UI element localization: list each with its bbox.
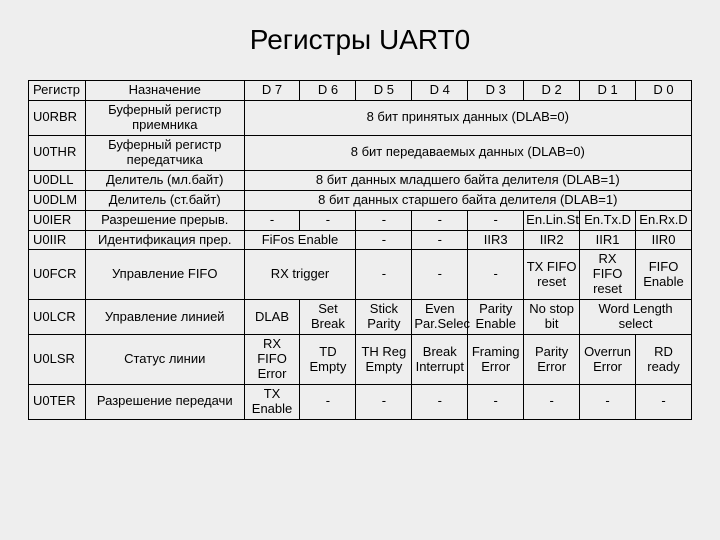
- cell-bit: TX Enable: [244, 384, 300, 419]
- cell-bit: -: [356, 230, 412, 250]
- table-row: U0DLM Делитель (ст.байт) 8 бит данных ст…: [29, 190, 692, 210]
- cell-bits-span: 8 бит принятых данных (DLAB=0): [244, 100, 691, 135]
- cell-purpose: Делитель (мл.байт): [85, 170, 244, 190]
- cell-bit: Stick Parity: [356, 300, 412, 335]
- cell-purpose: Статус линии: [85, 335, 244, 385]
- cell-register: U0IER: [29, 210, 86, 230]
- cell-purpose: Разрешение передачи: [85, 384, 244, 419]
- col-d7: D 7: [244, 81, 300, 101]
- cell-bit: -: [636, 384, 692, 419]
- cell-purpose: Буферный регистр приемника: [85, 100, 244, 135]
- table-row: U0FCR Управление FIFO RX trigger - - - T…: [29, 250, 692, 300]
- cell-bit: IIR0: [636, 230, 692, 250]
- cell-bit: -: [580, 384, 636, 419]
- cell-bit: TD Empty: [300, 335, 356, 385]
- cell-bit: -: [468, 384, 524, 419]
- cell-bit: DLAB: [244, 300, 300, 335]
- cell-register: U0THR: [29, 135, 86, 170]
- cell-bit: IIR1: [580, 230, 636, 250]
- cell-bit: RD ready: [636, 335, 692, 385]
- col-d3: D 3: [468, 81, 524, 101]
- cell-bit: -: [412, 210, 468, 230]
- cell-bit: Set Break: [300, 300, 356, 335]
- table-header-row: Регистр Назначение D 7 D 6 D 5 D 4 D 3 D…: [29, 81, 692, 101]
- cell-bit: Parity Enable: [468, 300, 524, 335]
- cell-purpose: Управление линией: [85, 300, 244, 335]
- col-purpose: Назначение: [85, 81, 244, 101]
- table-row: U0RBR Буферный регистр приемника 8 бит п…: [29, 100, 692, 135]
- cell-bit: Overrun Error: [580, 335, 636, 385]
- cell-bit: -: [468, 210, 524, 230]
- cell-bit: IIR3: [468, 230, 524, 250]
- cell-register: U0IIR: [29, 230, 86, 250]
- cell-bit: FIFO Enable: [636, 250, 692, 300]
- page-title: Регистры UART0: [28, 24, 692, 56]
- cell-register: U0LSR: [29, 335, 86, 385]
- cell-bits-span: 8 бит передаваемых данных (DLAB=0): [244, 135, 691, 170]
- cell-register: U0LCR: [29, 300, 86, 335]
- cell-purpose: Управление FIFO: [85, 250, 244, 300]
- cell-bit: -: [244, 210, 300, 230]
- cell-purpose: Делитель (ст.байт): [85, 190, 244, 210]
- table-row: U0DLL Делитель (мл.байт) 8 бит данных мл…: [29, 170, 692, 190]
- cell-bit: -: [300, 210, 356, 230]
- table-row: U0TER Разрешение передачи TX Enable - - …: [29, 384, 692, 419]
- cell-bit: Parity Error: [524, 335, 580, 385]
- cell-bit: -: [468, 250, 524, 300]
- cell-purpose: Разрешение прерыв.: [85, 210, 244, 230]
- cell-register: U0DLM: [29, 190, 86, 210]
- slide: Регистры UART0 Регистр Назначение D 7 D …: [0, 0, 720, 540]
- cell-bits-span: 8 бит данных старшего байта делителя (DL…: [244, 190, 691, 210]
- cell-bit: TX FIFO reset: [524, 250, 580, 300]
- col-d1: D 1: [580, 81, 636, 101]
- cell-bit: -: [300, 384, 356, 419]
- cell-register: U0RBR: [29, 100, 86, 135]
- cell-bit: -: [524, 384, 580, 419]
- cell-bit: -: [412, 230, 468, 250]
- cell-bit: -: [356, 384, 412, 419]
- cell-bit: En.Tx.D: [580, 210, 636, 230]
- cell-bit: Framing Error: [468, 335, 524, 385]
- col-d4: D 4: [412, 81, 468, 101]
- cell-bit: En.Lin.St: [524, 210, 580, 230]
- cell-register: U0FCR: [29, 250, 86, 300]
- cell-bit: RX trigger: [244, 250, 356, 300]
- table-row: U0IER Разрешение прерыв. - - - - - En.Li…: [29, 210, 692, 230]
- cell-bit: -: [356, 250, 412, 300]
- cell-bit: TH Reg Empty: [356, 335, 412, 385]
- col-register: Регистр: [29, 81, 86, 101]
- cell-bit: Even Par.Selec: [412, 300, 468, 335]
- cell-bit: FiFos Enable: [244, 230, 356, 250]
- cell-register: U0DLL: [29, 170, 86, 190]
- table-row: U0LSR Статус линии RX FIFO Error TD Empt…: [29, 335, 692, 385]
- col-d0: D 0: [636, 81, 692, 101]
- cell-bit: En.Rx.D: [636, 210, 692, 230]
- cell-bit: IIR2: [524, 230, 580, 250]
- cell-bit: Break Interrupt: [412, 335, 468, 385]
- table-row: U0THR Буферный регистр передатчика 8 бит…: [29, 135, 692, 170]
- cell-bit: RX FIFO Error: [244, 335, 300, 385]
- cell-register: U0TER: [29, 384, 86, 419]
- col-d6: D 6: [300, 81, 356, 101]
- uart-register-table: Регистр Назначение D 7 D 6 D 5 D 4 D 3 D…: [28, 80, 692, 420]
- cell-bit: -: [412, 250, 468, 300]
- cell-purpose: Буферный регистр передатчика: [85, 135, 244, 170]
- cell-purpose: Идентификация прер.: [85, 230, 244, 250]
- cell-bit: RX FIFO reset: [580, 250, 636, 300]
- table-row: U0LCR Управление линией DLAB Set Break S…: [29, 300, 692, 335]
- cell-bits-span: 8 бит данных младшего байта делителя (DL…: [244, 170, 691, 190]
- cell-bit: No stop bit: [524, 300, 580, 335]
- table-row: U0IIR Идентификация прер. FiFos Enable -…: [29, 230, 692, 250]
- cell-bit: Word Length select: [580, 300, 692, 335]
- cell-bit: -: [356, 210, 412, 230]
- col-d2: D 2: [524, 81, 580, 101]
- cell-bit: -: [412, 384, 468, 419]
- col-d5: D 5: [356, 81, 412, 101]
